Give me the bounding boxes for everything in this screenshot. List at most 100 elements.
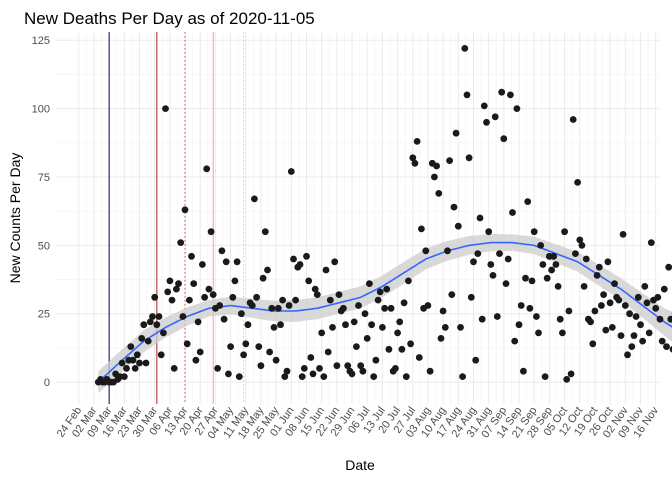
data-point [439,307,447,315]
data-point [342,321,349,329]
data-point [196,348,204,356]
data-point [173,285,180,293]
data-point [446,157,453,165]
data-point [574,179,581,186]
data-point [628,343,636,350]
data-point [611,280,618,287]
data-point [392,365,399,372]
data-point [253,293,260,301]
data-point [658,337,666,345]
data-point [476,214,484,222]
data-point [554,283,562,290]
data-point [153,321,161,329]
data-point [170,365,178,372]
y-tick-label: 100 [32,104,50,116]
data-point [591,307,599,315]
data-point [617,332,625,339]
data-point [218,247,226,255]
data-point [138,335,146,342]
data-point [168,296,176,304]
data-point [270,324,278,331]
data-point [281,373,289,380]
data-point [480,102,488,110]
data-point [387,304,395,312]
data-point [370,373,378,380]
data-point [381,304,388,312]
data-point [251,195,258,203]
data-point [524,198,532,206]
data-point [374,296,382,304]
data-point [552,261,560,268]
data-point [415,354,423,361]
data-point [530,228,538,236]
data-point [175,280,182,287]
data-point [379,324,386,331]
data-point [329,324,336,331]
data-point [461,45,469,52]
data-point [324,348,332,356]
data-point [645,329,653,337]
data-point [621,302,629,309]
data-point [587,318,594,326]
data-point [274,304,282,312]
data-point [667,315,672,323]
data-point [398,345,406,353]
data-point [144,337,152,345]
data-point [424,302,432,309]
data-point [641,283,649,290]
data-point [435,190,443,197]
data-point [179,313,187,320]
data-point [589,340,597,348]
data-point [192,356,200,364]
data-point [372,356,380,364]
data-point [127,343,135,350]
data-point [400,299,408,307]
data-point [548,266,555,274]
data-point [441,324,449,331]
data-point [357,362,365,370]
data-point [199,261,206,268]
data-point [205,285,213,293]
data-point [298,373,306,380]
data-point [457,324,464,331]
data-point [630,332,638,339]
data-point [186,296,193,304]
data-point [634,293,642,301]
data-point [402,373,410,380]
data-point [118,359,126,367]
smooth-curve [97,241,672,383]
data-point [624,351,631,359]
data-point [142,359,150,367]
data-point [361,310,369,318]
data-point [181,206,189,214]
data-point [660,285,668,293]
data-point [496,250,503,257]
data-point [576,236,584,244]
data-point [261,228,269,236]
data-point [238,310,245,318]
data-point [431,173,438,181]
data-point [520,367,527,375]
data-point [639,337,646,345]
data-point [452,129,460,137]
data-point [559,329,566,337]
data-point [582,255,590,263]
data-point [593,272,601,279]
data-point [303,252,310,260]
data-point [454,222,462,230]
data-point [580,283,588,290]
data-point [600,291,607,298]
data-point [643,299,651,307]
data-point [535,329,542,337]
data-point [229,293,237,301]
ribbon-band [98,233,672,394]
data-point [528,277,536,285]
data-point [663,343,670,350]
data-point [359,367,367,375]
data-point [194,318,202,326]
data-point [120,373,128,380]
data-point [556,315,564,323]
data-point [300,365,308,372]
data-point [426,367,434,375]
